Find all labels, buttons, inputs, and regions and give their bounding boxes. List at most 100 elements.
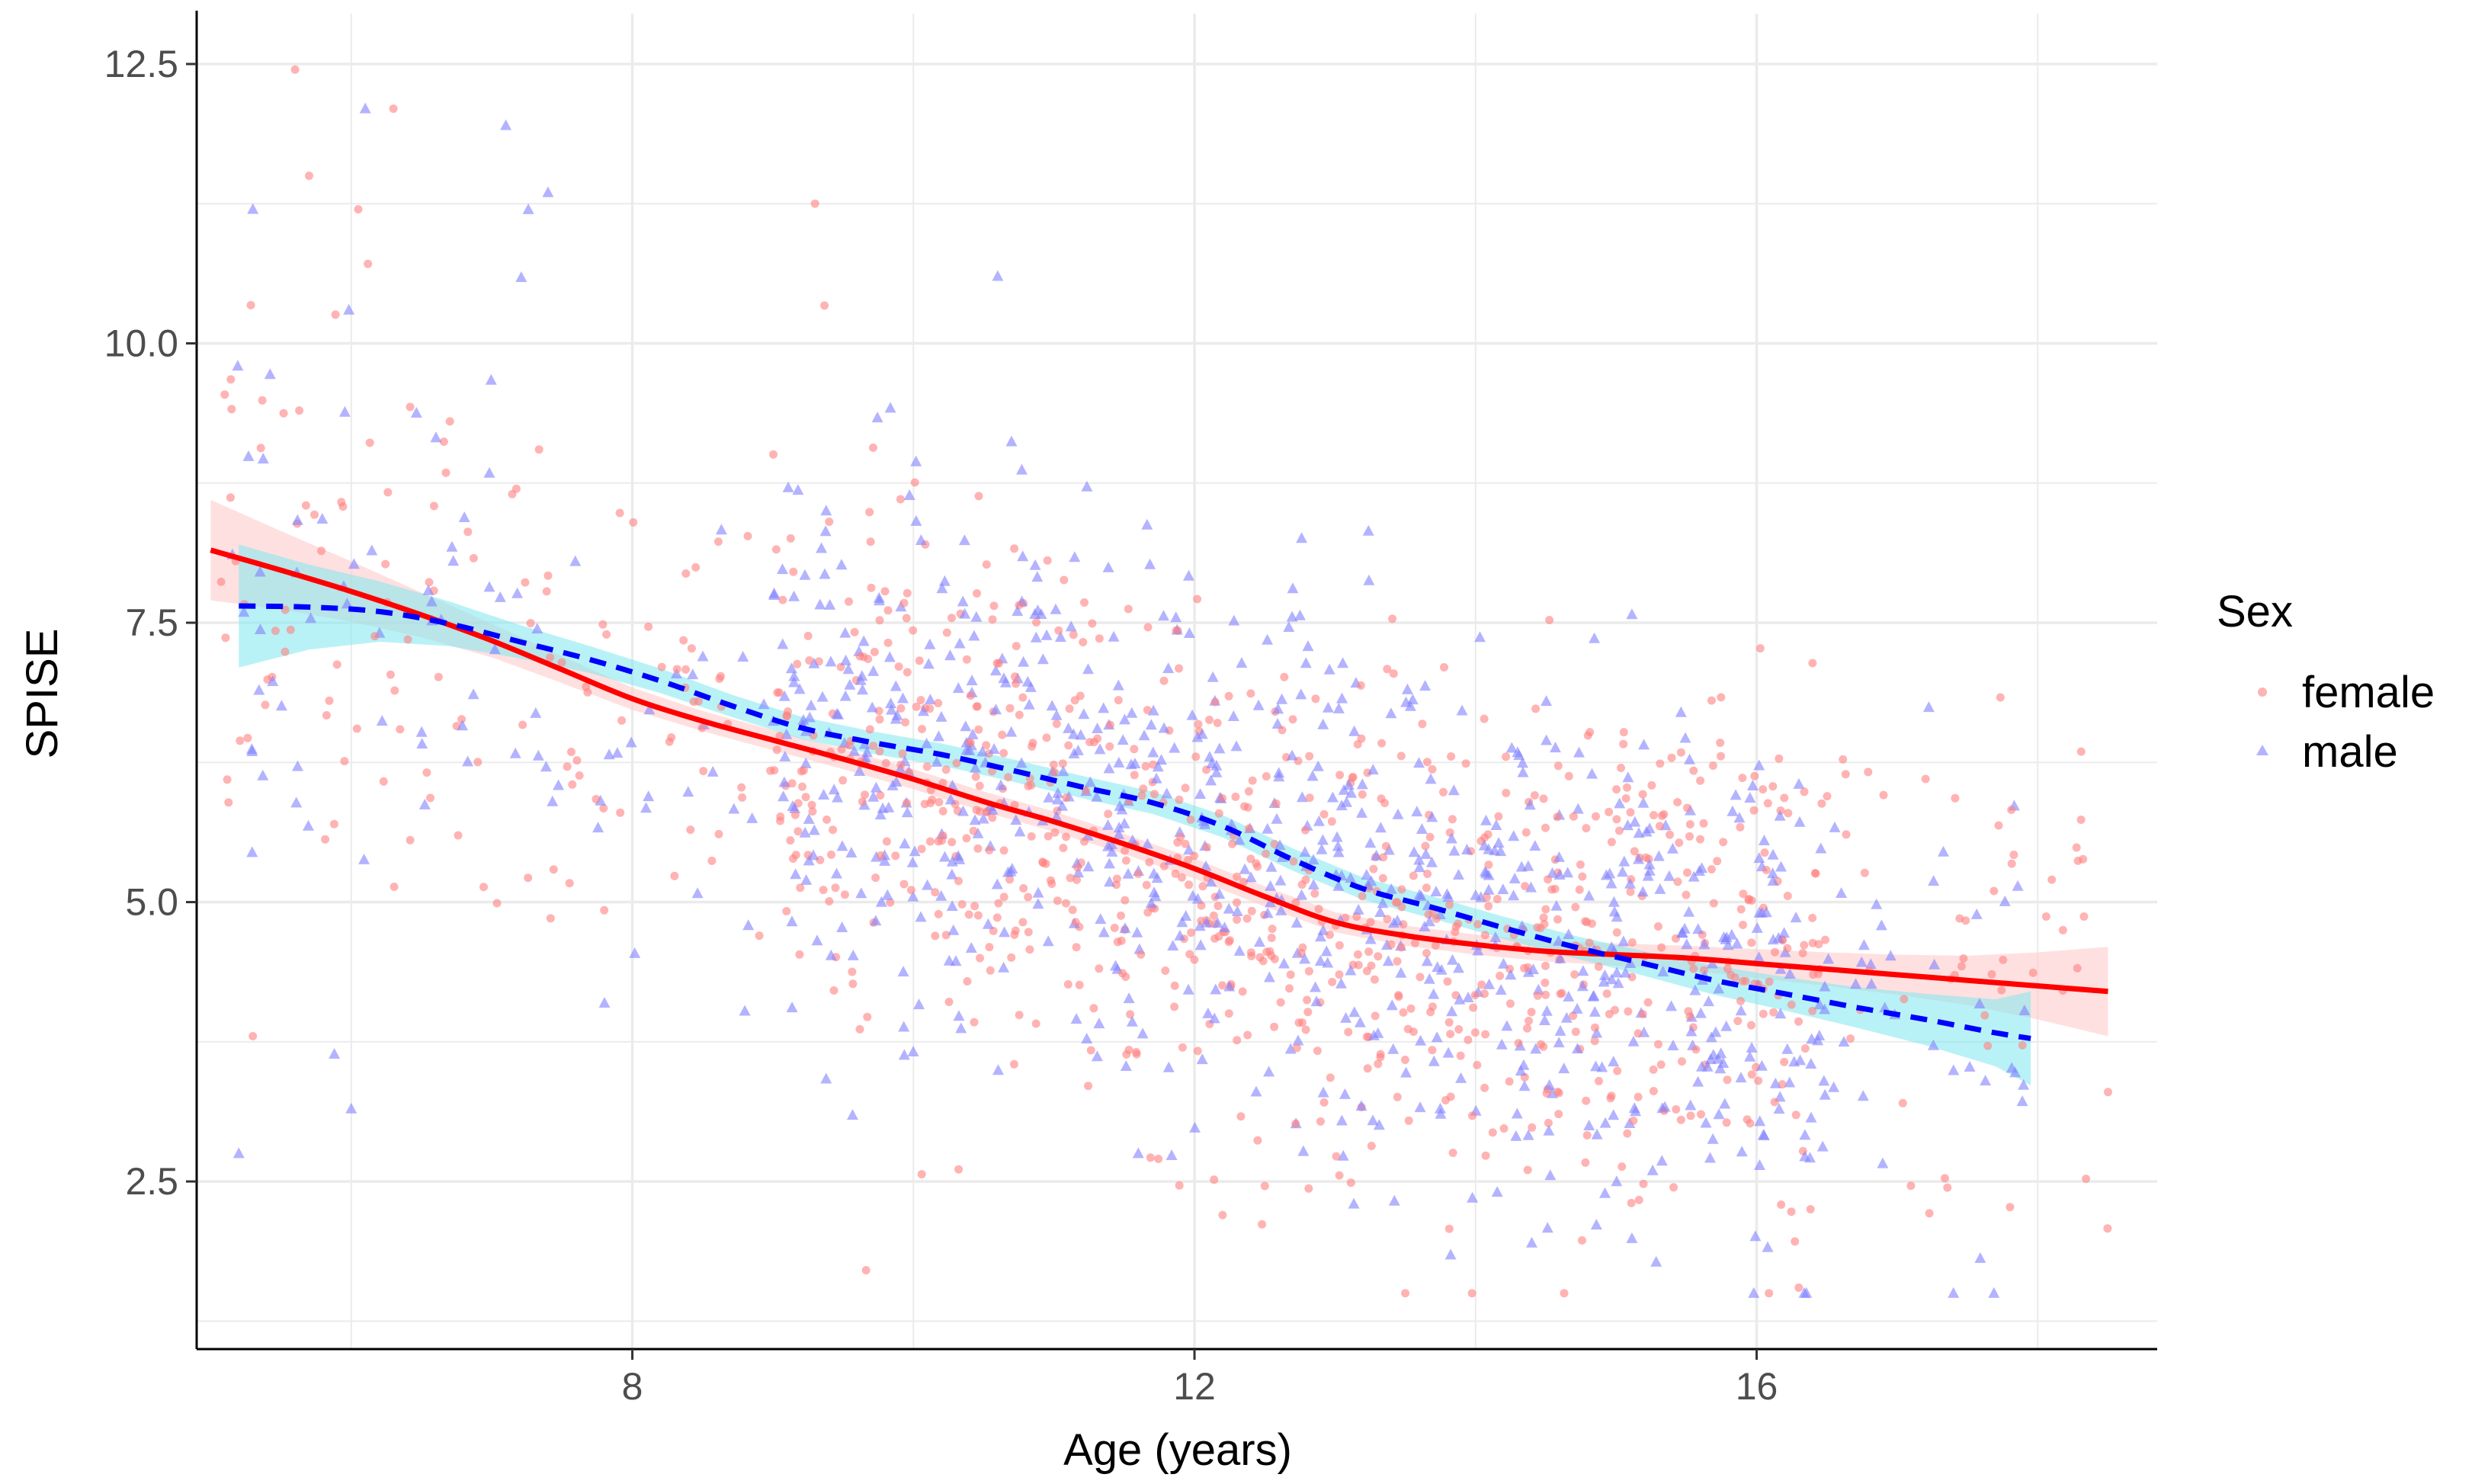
male-point: [1784, 1076, 1796, 1088]
male-point: [1354, 1016, 1366, 1027]
female-point: [1086, 1046, 1095, 1055]
female-point: [935, 797, 944, 806]
female-point: [568, 780, 577, 789]
male-point: [530, 707, 542, 718]
female-point: [1906, 1181, 1916, 1191]
male-point: [1145, 897, 1157, 909]
female-point: [1366, 918, 1375, 927]
female-point: [1623, 783, 1631, 792]
male-point: [1419, 680, 1432, 691]
female-point: [1750, 771, 1759, 780]
female-point: [1018, 918, 1028, 927]
female-point: [1649, 1065, 1658, 1074]
male-point: [1627, 1035, 1640, 1046]
female-point: [931, 888, 940, 897]
female-point: [1657, 811, 1666, 820]
female-point: [1228, 839, 1237, 848]
female-point: [1650, 811, 1658, 819]
male-point: [1147, 746, 1159, 758]
male-point: [1413, 889, 1425, 900]
female-point: [771, 545, 781, 554]
female-point: [672, 665, 681, 674]
male-point: [569, 555, 582, 566]
male-point: [1688, 870, 1700, 882]
female-point: [972, 806, 981, 815]
male-point: [1605, 941, 1618, 952]
male-point: [963, 744, 976, 755]
female-point: [1745, 895, 1753, 903]
male-point: [341, 598, 353, 609]
female-point: [592, 795, 601, 803]
male-point: [1108, 630, 1120, 642]
female-point: [1393, 957, 1402, 966]
female-point: [1154, 1155, 1163, 1163]
female-point: [1544, 1118, 1553, 1127]
male-point: [1793, 777, 1805, 789]
male-point: [1864, 958, 1877, 970]
female-point: [1268, 925, 1277, 934]
female-point: [1193, 595, 1202, 604]
female-point: [1787, 1207, 1796, 1216]
female-point: [1011, 672, 1019, 681]
female-point: [1422, 949, 1431, 957]
male-point: [1599, 1117, 1611, 1128]
female-point: [1369, 864, 1378, 873]
female-point: [1444, 1224, 1454, 1233]
male-point: [1938, 845, 1949, 857]
female-point: [831, 883, 840, 893]
female-point: [850, 627, 859, 636]
female-point: [1403, 1024, 1412, 1034]
male-point: [1017, 550, 1029, 562]
male-point: [1553, 934, 1565, 946]
female-point: [670, 871, 679, 880]
y-tick-label: 12.5: [104, 43, 178, 85]
female-point: [1765, 977, 1774, 986]
female-point: [1218, 1210, 1227, 1220]
male-point: [1035, 608, 1047, 619]
female-point: [617, 716, 627, 725]
male-point: [1331, 831, 1343, 842]
male-point: [1103, 762, 1115, 774]
male-point: [1767, 848, 1779, 860]
male-point: [1113, 829, 1125, 839]
female-point: [1484, 902, 1493, 911]
female-point: [1122, 1050, 1131, 1059]
male-point: [1428, 988, 1440, 999]
male-point: [1974, 1252, 1986, 1263]
female-point: [1780, 1057, 1789, 1066]
female-point: [1130, 771, 1139, 780]
male-point: [1356, 806, 1367, 818]
female-point: [322, 711, 331, 720]
female-point: [1070, 696, 1079, 705]
female-point: [1244, 787, 1253, 796]
male-point: [1340, 1011, 1352, 1023]
male-point: [1999, 895, 2011, 906]
male-point: [316, 513, 329, 524]
female-point: [971, 772, 980, 781]
female-point: [714, 829, 723, 838]
female-point: [912, 702, 921, 711]
female-point: [1246, 854, 1255, 864]
female-point: [1656, 1060, 1666, 1069]
male-point: [1605, 877, 1618, 889]
male-smooth-line: [239, 603, 2031, 1041]
male-point: [816, 542, 828, 553]
male-point: [1478, 839, 1490, 851]
female-point: [816, 855, 825, 864]
male-point: [547, 795, 559, 806]
female-point: [1024, 893, 1033, 902]
male-point: [1314, 955, 1326, 966]
y-tick-label: 2.5: [125, 1160, 178, 1203]
male-point: [1149, 890, 1162, 902]
male-point: [1587, 990, 1599, 1002]
female-point: [352, 724, 361, 733]
female-point: [855, 652, 864, 661]
male-point: [1754, 1115, 1766, 1127]
female-point: [426, 793, 434, 803]
male-point: [921, 737, 933, 748]
male-point: [1518, 1059, 1530, 1070]
female-point: [825, 518, 834, 526]
male-point: [1186, 709, 1198, 720]
smooth-lines: [210, 547, 2108, 1041]
female-point: [386, 670, 395, 679]
